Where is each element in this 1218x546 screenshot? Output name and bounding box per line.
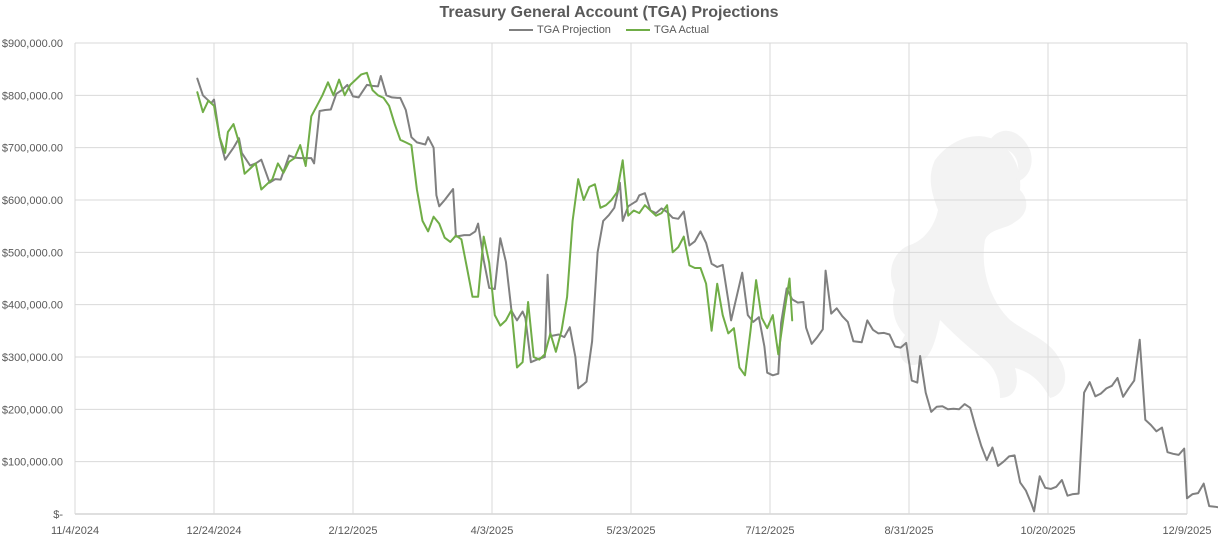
y-tick-label: $500,000.00	[2, 247, 63, 259]
legend-label-actual: TGA Actual	[654, 24, 710, 36]
y-tick-label: $300,000.00	[2, 352, 63, 364]
y-tick-label: $600,000.00	[2, 195, 63, 207]
x-tick-label: 2/12/2025	[329, 525, 378, 537]
legend-item-projection: TGA Projection	[508, 24, 611, 36]
x-tick-label: 12/24/2024	[186, 525, 241, 537]
series-lines	[196, 71, 1218, 513]
legend-item-actual: TGA Actual	[626, 24, 709, 36]
y-tick-label: $900,000.00	[2, 38, 63, 50]
legend-swatch-actual	[626, 29, 650, 31]
axes: $- $100,000.00 $200,000.00 $300,000.00 $400,…	[2, 38, 1212, 537]
y-tick-label: $-	[53, 509, 63, 521]
y-tick-label: $100,000.00	[2, 457, 63, 469]
x-tick-label: 4/3/2025	[471, 525, 514, 537]
series-line-actual	[196, 71, 794, 377]
x-tick-label: 11/4/2024	[51, 525, 99, 537]
x-tick-label: 5/23/2025	[607, 525, 656, 537]
legend: TGA Projection TGA Actual	[0, 22, 1218, 36]
y-tick-label: $800,000.00	[2, 90, 63, 102]
goat-watermark-icon	[890, 130, 1066, 398]
x-tick-label: 8/31/2025	[885, 525, 934, 537]
gridlines	[74, 42, 1188, 515]
series-line-projection	[196, 75, 1218, 513]
legend-label-projection: TGA Projection	[536, 24, 611, 36]
chart-title: Treasury General Account (TGA) Projectio…	[439, 4, 779, 21]
y-tick-label: $200,000.00	[2, 404, 63, 416]
y-tick-label: $400,000.00	[2, 300, 63, 312]
legend-swatch-projection	[508, 29, 533, 31]
x-tick-label: 7/12/2025	[746, 525, 795, 537]
x-tick-label: 10/20/2025	[1020, 525, 1075, 537]
y-tick-label: $700,000.00	[2, 143, 63, 155]
x-tick-label: 12/9/2025	[1163, 525, 1212, 537]
